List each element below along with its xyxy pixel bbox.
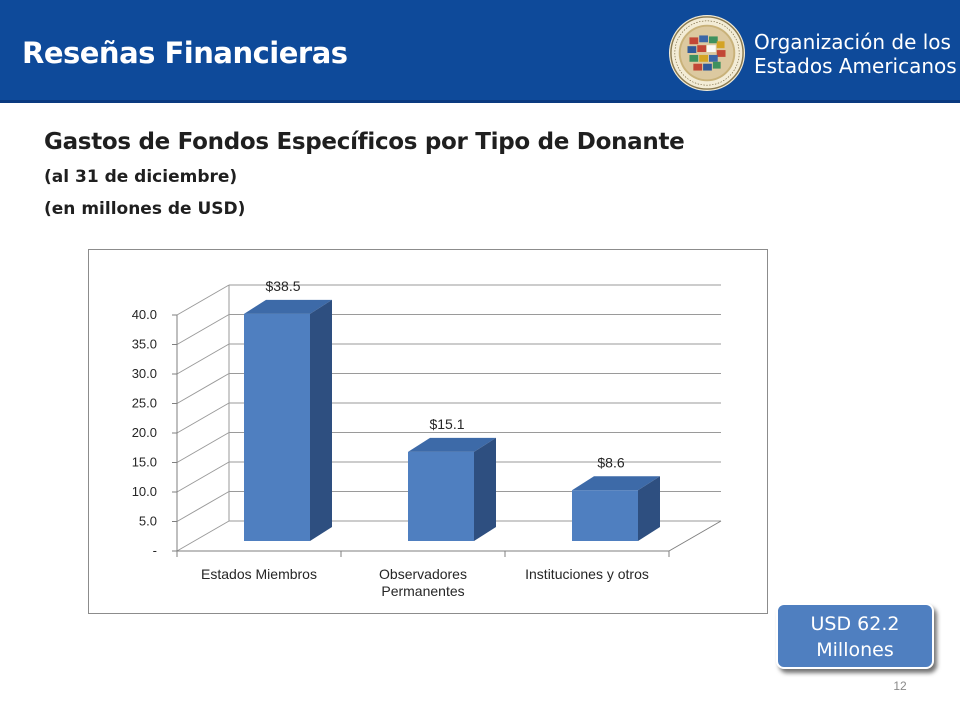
gridline-side bbox=[176, 491, 230, 522]
y-tick-label: 15.0 bbox=[132, 455, 157, 470]
y-tick-label: 40.0 bbox=[132, 307, 157, 322]
slide-subtitle-units: (en millones de USD) bbox=[44, 199, 246, 219]
chart-frame: - 5.0 10.0 15.0 20.0 25.0 30.0 35.0 40.0 $38.5 $15… bbox=[88, 249, 768, 614]
bar-top bbox=[244, 299, 332, 314]
gridline-side bbox=[176, 402, 230, 434]
y-tick-label: 20.0 bbox=[132, 425, 157, 440]
y-tick-label: 25.0 bbox=[132, 396, 157, 411]
gridline-side bbox=[176, 373, 230, 404]
slide-subtitle-date: (al 31 de diciembre) bbox=[44, 167, 238, 187]
x-category-label: Permanentes bbox=[381, 583, 464, 599]
gridline-side bbox=[176, 520, 230, 552]
data-label: $15.1 bbox=[429, 416, 464, 432]
total-badge: USD 62.2 Millones bbox=[776, 603, 934, 669]
bar-top bbox=[408, 437, 496, 452]
header-title: Reseñas Financieras bbox=[22, 36, 348, 70]
bar-side bbox=[474, 437, 496, 541]
gridline-side bbox=[176, 284, 230, 316]
gridline-side bbox=[176, 314, 230, 345]
bar-top bbox=[572, 476, 660, 491]
bar-front bbox=[408, 451, 474, 541]
y-tick-label: 5.0 bbox=[139, 514, 157, 529]
gridline-side bbox=[176, 343, 230, 375]
oas-seal-logo bbox=[668, 14, 746, 92]
bar-front bbox=[572, 490, 638, 541]
y-tick-label: 30.0 bbox=[132, 366, 157, 381]
total-unit: Millones bbox=[816, 639, 894, 661]
bar-side bbox=[638, 476, 660, 541]
header-bar: Reseñas Financieras Organización de los … bbox=[0, 0, 960, 103]
gridline-side bbox=[176, 432, 230, 463]
y-tick-label: 10.0 bbox=[132, 484, 157, 499]
org-name-line1: Organización de los bbox=[754, 30, 951, 54]
org-name: Organización de los Estados Americanos bbox=[754, 30, 957, 78]
gridline-side bbox=[176, 461, 230, 493]
bar-front bbox=[244, 313, 310, 541]
floor-edge bbox=[668, 520, 722, 552]
data-label: $38.5 bbox=[265, 278, 300, 294]
data-label: $8.6 bbox=[597, 454, 624, 470]
total-amount: USD 62.2 bbox=[810, 613, 900, 635]
bar-side bbox=[310, 299, 332, 541]
y-tick-label: 35.0 bbox=[132, 337, 157, 352]
x-category-label: Estados Miembros bbox=[201, 566, 317, 582]
bar-chart: - 5.0 10.0 15.0 20.0 25.0 30.0 35.0 40.0 $38.5 $15… bbox=[132, 278, 722, 599]
x-category-label: Observadores bbox=[379, 566, 467, 582]
page-number: 12 bbox=[893, 679, 907, 693]
slide-title: Gastos de Fondos Específicos por Tipo de… bbox=[44, 129, 685, 155]
x-category-label: Instituciones y otros bbox=[525, 566, 649, 582]
y-tick-label: - bbox=[153, 543, 157, 558]
org-name-line2: Estados Americanos bbox=[754, 54, 957, 78]
